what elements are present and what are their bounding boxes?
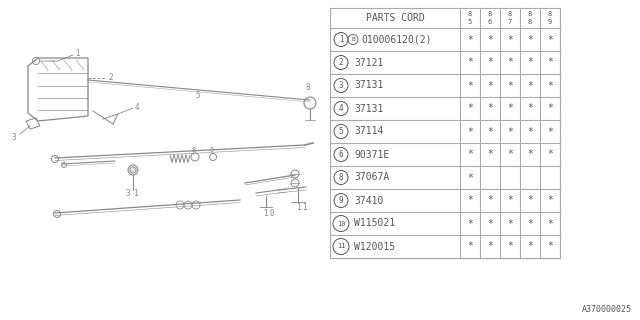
Text: A370000025: A370000025 bbox=[582, 305, 632, 314]
Text: *: * bbox=[527, 242, 533, 252]
Text: *: * bbox=[487, 242, 493, 252]
Text: *: * bbox=[487, 126, 493, 137]
Text: *: * bbox=[507, 35, 513, 44]
Text: *: * bbox=[467, 172, 473, 182]
Text: *: * bbox=[487, 81, 493, 91]
Text: *: * bbox=[527, 81, 533, 91]
Text: *: * bbox=[467, 219, 473, 228]
Text: W115021: W115021 bbox=[354, 219, 395, 228]
Text: *: * bbox=[547, 81, 553, 91]
Text: 5: 5 bbox=[339, 127, 343, 136]
Text: *: * bbox=[467, 35, 473, 44]
Text: 10: 10 bbox=[337, 220, 345, 227]
Text: *: * bbox=[467, 58, 473, 68]
Text: 4: 4 bbox=[339, 104, 343, 113]
Text: 6: 6 bbox=[488, 19, 492, 25]
Text: 37121: 37121 bbox=[354, 58, 383, 68]
Text: W120015: W120015 bbox=[354, 242, 395, 252]
Text: 3: 3 bbox=[12, 133, 17, 142]
Text: 2: 2 bbox=[339, 58, 343, 67]
Text: *: * bbox=[547, 126, 553, 137]
Text: *: * bbox=[507, 242, 513, 252]
Text: 37114: 37114 bbox=[354, 126, 383, 137]
Bar bbox=[330, 8, 560, 258]
Text: 1: 1 bbox=[263, 209, 268, 218]
Text: PARTS CORD: PARTS CORD bbox=[365, 13, 424, 23]
Text: 5: 5 bbox=[468, 19, 472, 25]
Text: 8: 8 bbox=[468, 11, 472, 17]
Text: 37131: 37131 bbox=[354, 81, 383, 91]
Text: *: * bbox=[527, 58, 533, 68]
Text: *: * bbox=[487, 103, 493, 114]
Text: 8: 8 bbox=[528, 19, 532, 25]
Text: *: * bbox=[547, 103, 553, 114]
Text: 3: 3 bbox=[126, 189, 131, 198]
Text: *: * bbox=[527, 126, 533, 137]
Text: *: * bbox=[467, 149, 473, 159]
Text: *: * bbox=[467, 126, 473, 137]
Text: *: * bbox=[527, 103, 533, 114]
Text: 8: 8 bbox=[528, 11, 532, 17]
Text: 7: 7 bbox=[508, 19, 512, 25]
Text: 2: 2 bbox=[108, 73, 113, 82]
Text: *: * bbox=[547, 149, 553, 159]
Text: 1: 1 bbox=[339, 35, 343, 44]
Circle shape bbox=[128, 165, 138, 175]
Text: *: * bbox=[527, 149, 533, 159]
Text: 1: 1 bbox=[302, 204, 307, 212]
Text: *: * bbox=[467, 242, 473, 252]
Text: *: * bbox=[487, 219, 493, 228]
Text: *: * bbox=[507, 149, 513, 159]
Text: *: * bbox=[487, 196, 493, 205]
Text: 010006120(2): 010006120(2) bbox=[361, 35, 431, 44]
Text: 8: 8 bbox=[192, 147, 196, 153]
Text: 90371E: 90371E bbox=[354, 149, 389, 159]
Text: 3: 3 bbox=[339, 81, 343, 90]
Text: *: * bbox=[507, 126, 513, 137]
Text: 8: 8 bbox=[548, 11, 552, 17]
Text: 11: 11 bbox=[337, 244, 345, 250]
Text: *: * bbox=[547, 35, 553, 44]
Text: 37067A: 37067A bbox=[354, 172, 389, 182]
Text: 37131: 37131 bbox=[354, 103, 383, 114]
Text: 6: 6 bbox=[339, 150, 343, 159]
Text: 1: 1 bbox=[133, 189, 138, 198]
Text: *: * bbox=[507, 81, 513, 91]
Text: *: * bbox=[507, 103, 513, 114]
Text: *: * bbox=[547, 58, 553, 68]
Text: *: * bbox=[547, 242, 553, 252]
Text: *: * bbox=[487, 58, 493, 68]
Text: B: B bbox=[351, 37, 355, 42]
Text: *: * bbox=[487, 149, 493, 159]
Text: *: * bbox=[507, 58, 513, 68]
Text: *: * bbox=[547, 196, 553, 205]
Text: *: * bbox=[547, 219, 553, 228]
Text: *: * bbox=[527, 196, 533, 205]
Text: 8: 8 bbox=[339, 173, 343, 182]
Text: 9: 9 bbox=[210, 147, 214, 153]
Text: 5: 5 bbox=[195, 91, 200, 100]
Text: 9: 9 bbox=[339, 196, 343, 205]
Text: 37410: 37410 bbox=[354, 196, 383, 205]
Text: 1: 1 bbox=[296, 204, 301, 212]
Text: *: * bbox=[527, 35, 533, 44]
Text: *: * bbox=[527, 219, 533, 228]
Text: 0: 0 bbox=[269, 209, 274, 218]
Text: *: * bbox=[467, 81, 473, 91]
Text: 8: 8 bbox=[305, 83, 310, 92]
Text: *: * bbox=[467, 103, 473, 114]
Text: 8: 8 bbox=[508, 11, 512, 17]
Text: 1: 1 bbox=[75, 50, 79, 59]
Text: *: * bbox=[487, 35, 493, 44]
Text: *: * bbox=[507, 196, 513, 205]
Text: *: * bbox=[507, 219, 513, 228]
Text: 8: 8 bbox=[488, 11, 492, 17]
Text: 9: 9 bbox=[548, 19, 552, 25]
Text: 4: 4 bbox=[135, 102, 140, 111]
Text: *: * bbox=[467, 196, 473, 205]
